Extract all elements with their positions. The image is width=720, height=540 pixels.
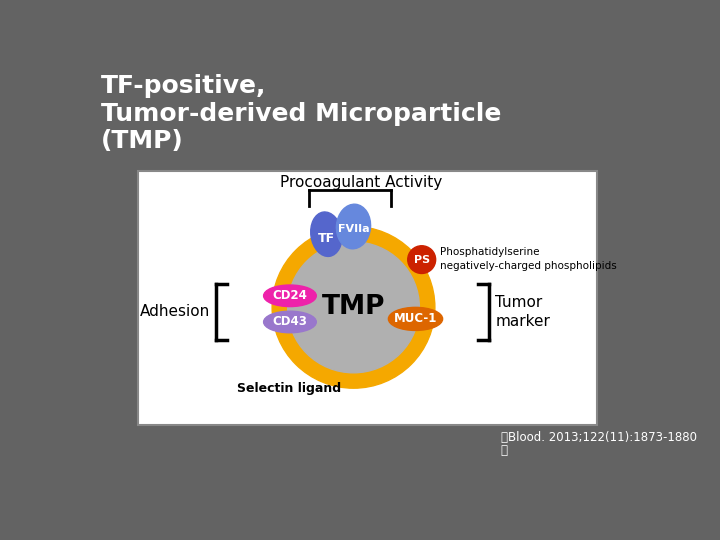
Text: Tumor-derived Microparticle: Tumor-derived Microparticle (101, 102, 501, 126)
Circle shape (272, 226, 435, 388)
Text: TF-positive,: TF-positive, (101, 74, 266, 98)
Ellipse shape (388, 307, 443, 330)
Text: Adhesion: Adhesion (140, 305, 210, 320)
Text: CD43: CD43 (272, 315, 307, 328)
Text: Procoagulant Activity: Procoagulant Activity (280, 175, 442, 190)
Text: TF: TF (318, 232, 335, 245)
Text: 》Blood. 2013;122(11):1873-1880: 》Blood. 2013;122(11):1873-1880 (500, 430, 697, 443)
Circle shape (408, 246, 436, 273)
Circle shape (287, 242, 419, 373)
Text: PS: PS (413, 255, 430, 265)
Text: Tumor
marker: Tumor marker (495, 295, 550, 329)
Text: Phosphatidylserine
negatively-charged phospholipids: Phosphatidylserine negatively-charged ph… (441, 247, 617, 271)
Text: (TMP): (TMP) (101, 130, 184, 153)
Ellipse shape (264, 311, 316, 333)
Text: CD24: CD24 (272, 289, 307, 302)
Ellipse shape (264, 285, 316, 307)
Text: TMP: TMP (322, 294, 385, 320)
Ellipse shape (311, 212, 342, 256)
Text: 》: 》 (500, 444, 508, 457)
Text: Selectin ligand: Selectin ligand (238, 382, 341, 395)
Ellipse shape (336, 204, 371, 249)
Text: FVIIa: FVIIa (338, 224, 370, 234)
Bar (138, 171, 597, 425)
Text: MUC-1: MUC-1 (394, 313, 437, 326)
